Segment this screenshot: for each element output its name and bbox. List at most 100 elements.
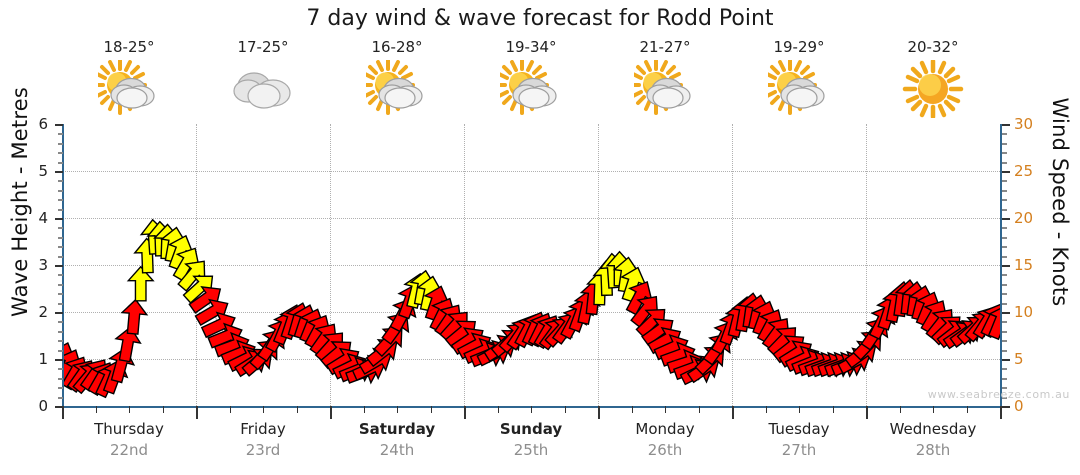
day-footer-tuesday: Tuesday 27th [732, 420, 866, 459]
x-tick [129, 406, 130, 413]
day-name: Friday [240, 420, 286, 438]
day-date: 27th [781, 441, 817, 459]
left-tick-4 [55, 218, 63, 220]
right-minor-tick [1002, 274, 1007, 277]
wind-arrow [126, 265, 155, 302]
partly-cloudy-icon [732, 60, 866, 118]
left-tick-6 [55, 124, 63, 126]
right-minor-tick [1002, 133, 1007, 136]
right-minor-tick [1002, 161, 1007, 164]
x-tick [866, 406, 868, 419]
left-minor-tick [58, 189, 63, 192]
right-minor-tick [1002, 208, 1007, 211]
x-tick [698, 406, 700, 413]
right-tick-10 [1002, 312, 1010, 314]
cloudy-icon [196, 60, 330, 118]
day-header-wednesday: 20-32° [866, 38, 1000, 118]
partly-cloudy-icon [330, 60, 464, 118]
x-tick [430, 406, 432, 413]
x-tick [765, 406, 767, 413]
gridline-y-2 [62, 312, 1000, 313]
right-minor-tick [1002, 330, 1007, 333]
right-tick-25 [1002, 171, 1010, 173]
day-date: 25th [513, 441, 549, 459]
left-axis-line [62, 124, 64, 408]
page-title: 7 day wind & wave forecast for Rodd Poin… [306, 6, 774, 31]
left-minor-tick [58, 161, 63, 164]
x-tick [263, 406, 264, 413]
day-date: 28th [915, 441, 951, 459]
x-tick [564, 406, 566, 413]
left-minor-tick [58, 274, 63, 277]
wind-arrow [987, 304, 1000, 341]
gridline-x-6 [866, 124, 867, 406]
right-tick-label-0: 0 [1014, 397, 1024, 415]
left-minor-tick [58, 368, 63, 371]
day-footer-friday: Friday 23rd [196, 420, 330, 459]
right-minor-tick [1002, 255, 1007, 258]
plot-area [62, 124, 1000, 406]
x-tick [531, 406, 532, 413]
right-tick-label-15: 15 [1014, 256, 1034, 274]
right-minor-tick [1002, 283, 1007, 286]
day-header-friday: 17-25° [196, 38, 330, 118]
day-header-sunday: 19-34° [464, 38, 598, 118]
day-header-tuesday: 19-29° [732, 38, 866, 118]
right-minor-tick [1002, 152, 1007, 155]
left-tick-label-0: 0 [38, 397, 48, 415]
right-axis-line [1000, 124, 1002, 408]
x-tick [1000, 406, 1002, 419]
right-minor-tick [1002, 340, 1007, 343]
left-minor-tick [58, 246, 63, 249]
left-tick-label-3: 3 [38, 256, 48, 274]
right-axis-title: Wind Speed - Knots [1048, 97, 1072, 307]
left-tick-label-2: 2 [38, 303, 48, 321]
gridline-x-5 [732, 124, 733, 406]
left-tick-1 [55, 359, 63, 361]
gridline-y-1 [62, 359, 1000, 360]
wind-arrow [120, 298, 149, 335]
temperature-range: 20-32° [907, 38, 959, 56]
left-minor-tick [58, 255, 63, 258]
x-tick [665, 406, 666, 413]
x-tick [95, 406, 97, 413]
left-minor-tick [58, 180, 63, 183]
day-name: Monday [635, 420, 695, 438]
wind-arrow-layer [62, 218, 1000, 399]
right-minor-tick [1002, 199, 1007, 202]
right-minor-tick [1002, 142, 1007, 145]
right-minor-tick [1002, 396, 1007, 399]
right-minor-tick [1002, 246, 1007, 249]
x-tick [832, 406, 834, 413]
gridline-y-5 [62, 171, 1000, 172]
left-minor-tick [58, 377, 63, 380]
left-minor-tick [58, 142, 63, 145]
gridline-x-4 [598, 124, 599, 406]
left-tick-label-6: 6 [38, 115, 48, 133]
right-tick-label-25: 25 [1014, 162, 1034, 180]
right-minor-tick [1002, 368, 1007, 371]
wind-arrow [114, 326, 142, 363]
right-minor-tick [1002, 321, 1007, 324]
left-tick-label-1: 1 [38, 350, 48, 368]
temperature-range: 16-28° [371, 38, 423, 56]
x-tick [162, 406, 164, 413]
x-tick [464, 406, 466, 419]
right-tick-5 [1002, 359, 1010, 361]
x-tick [966, 406, 968, 413]
left-minor-tick [58, 293, 63, 296]
temperature-range: 21-27° [639, 38, 691, 56]
day-name: Saturday [358, 420, 436, 438]
right-minor-tick [1002, 180, 1007, 183]
partly-cloudy-icon [598, 60, 732, 118]
left-minor-tick [58, 227, 63, 230]
x-tick [62, 406, 64, 419]
right-minor-tick [1002, 236, 1007, 239]
partly-cloudy-icon [464, 60, 598, 118]
x-tick [330, 406, 332, 419]
temperature-range: 17-25° [237, 38, 289, 56]
x-tick [397, 406, 398, 413]
x-tick [631, 406, 633, 413]
x-tick [363, 406, 365, 413]
day-date: 23rd [245, 441, 281, 459]
